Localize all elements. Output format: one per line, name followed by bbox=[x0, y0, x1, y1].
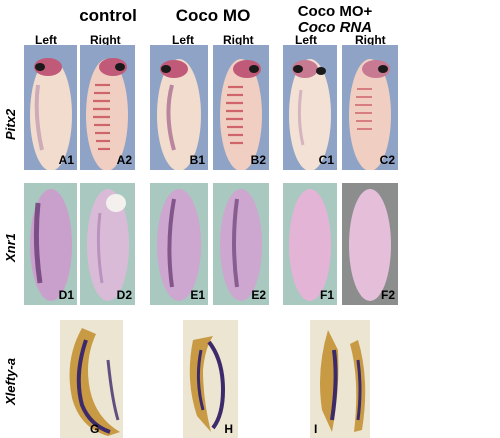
panel-h: H bbox=[183, 320, 238, 438]
embryo-image bbox=[87, 189, 129, 301]
panel-label: A1 bbox=[58, 153, 74, 167]
panel-label: G bbox=[90, 422, 100, 436]
embryo-image bbox=[349, 59, 391, 170]
side-label-right: Right bbox=[355, 33, 386, 47]
panel-label: F1 bbox=[319, 288, 334, 302]
panel-g: G bbox=[60, 320, 123, 438]
side-label-left: Left bbox=[172, 33, 194, 47]
panel-a1: A1 bbox=[24, 45, 77, 170]
panel-label: B1 bbox=[189, 153, 205, 167]
row-label-xlefty: Xlefty-a bbox=[3, 358, 18, 405]
embryo-image bbox=[30, 189, 72, 301]
column-title-coco-mo-rna: Coco MO+ Coco RNA bbox=[280, 4, 390, 36]
column-title-coco-mo-rna-line2: Coco RNA bbox=[297, 19, 373, 36]
column-title-coco-mo-rna-line1: Coco MO+ bbox=[297, 3, 373, 20]
panel-i: I bbox=[310, 320, 370, 438]
embryo-image bbox=[320, 330, 366, 432]
panel-label: C1 bbox=[318, 153, 334, 167]
embryo-image bbox=[157, 189, 201, 301]
embryo-image bbox=[289, 59, 331, 170]
column-title-control: control bbox=[79, 6, 137, 25]
panel-label: E1 bbox=[190, 288, 205, 302]
panel-label: D2 bbox=[116, 288, 132, 302]
panel-f1: F1 bbox=[283, 183, 337, 305]
embryo-image bbox=[289, 189, 331, 301]
embryo-image bbox=[189, 336, 226, 432]
panel-a2: A2 bbox=[80, 45, 135, 170]
panel-label: C2 bbox=[379, 153, 395, 167]
panel-e2: E2 bbox=[213, 183, 269, 305]
panel-label: A2 bbox=[116, 153, 132, 167]
side-label-right: Right bbox=[223, 33, 254, 47]
embryo-image bbox=[349, 189, 391, 301]
side-label-right: Right bbox=[90, 33, 121, 47]
side-label-left: Left bbox=[295, 33, 317, 47]
panel-label: H bbox=[224, 422, 233, 436]
panel-label: E2 bbox=[251, 288, 266, 302]
panel-c1: C1 bbox=[283, 45, 337, 170]
panel-c2: C2 bbox=[342, 45, 398, 170]
side-label-left: Left bbox=[35, 33, 57, 47]
embryo-image bbox=[30, 58, 72, 170]
embryo-image bbox=[220, 189, 262, 301]
embryo-image bbox=[220, 59, 262, 170]
panel-label: B2 bbox=[250, 153, 266, 167]
row-label-pitx2: Pitx2 bbox=[3, 108, 18, 140]
embryo-image bbox=[86, 58, 128, 170]
panel-f2: F2 bbox=[342, 183, 398, 305]
row-label-xnr1: Xnr1 bbox=[3, 233, 18, 262]
panel-b2: B2 bbox=[213, 45, 269, 170]
panel-b1: B1 bbox=[150, 45, 208, 170]
panel-d2: D2 bbox=[80, 183, 135, 305]
panel-d1: D1 bbox=[24, 183, 77, 305]
embryo-image bbox=[69, 328, 120, 436]
panel-label: F2 bbox=[380, 288, 395, 302]
embryo-image bbox=[157, 59, 201, 170]
panel-e1: E1 bbox=[150, 183, 208, 305]
column-title-coco-mo: Coco MO bbox=[175, 6, 251, 25]
panel-label: I bbox=[314, 422, 318, 436]
panel-label: D1 bbox=[58, 288, 74, 302]
